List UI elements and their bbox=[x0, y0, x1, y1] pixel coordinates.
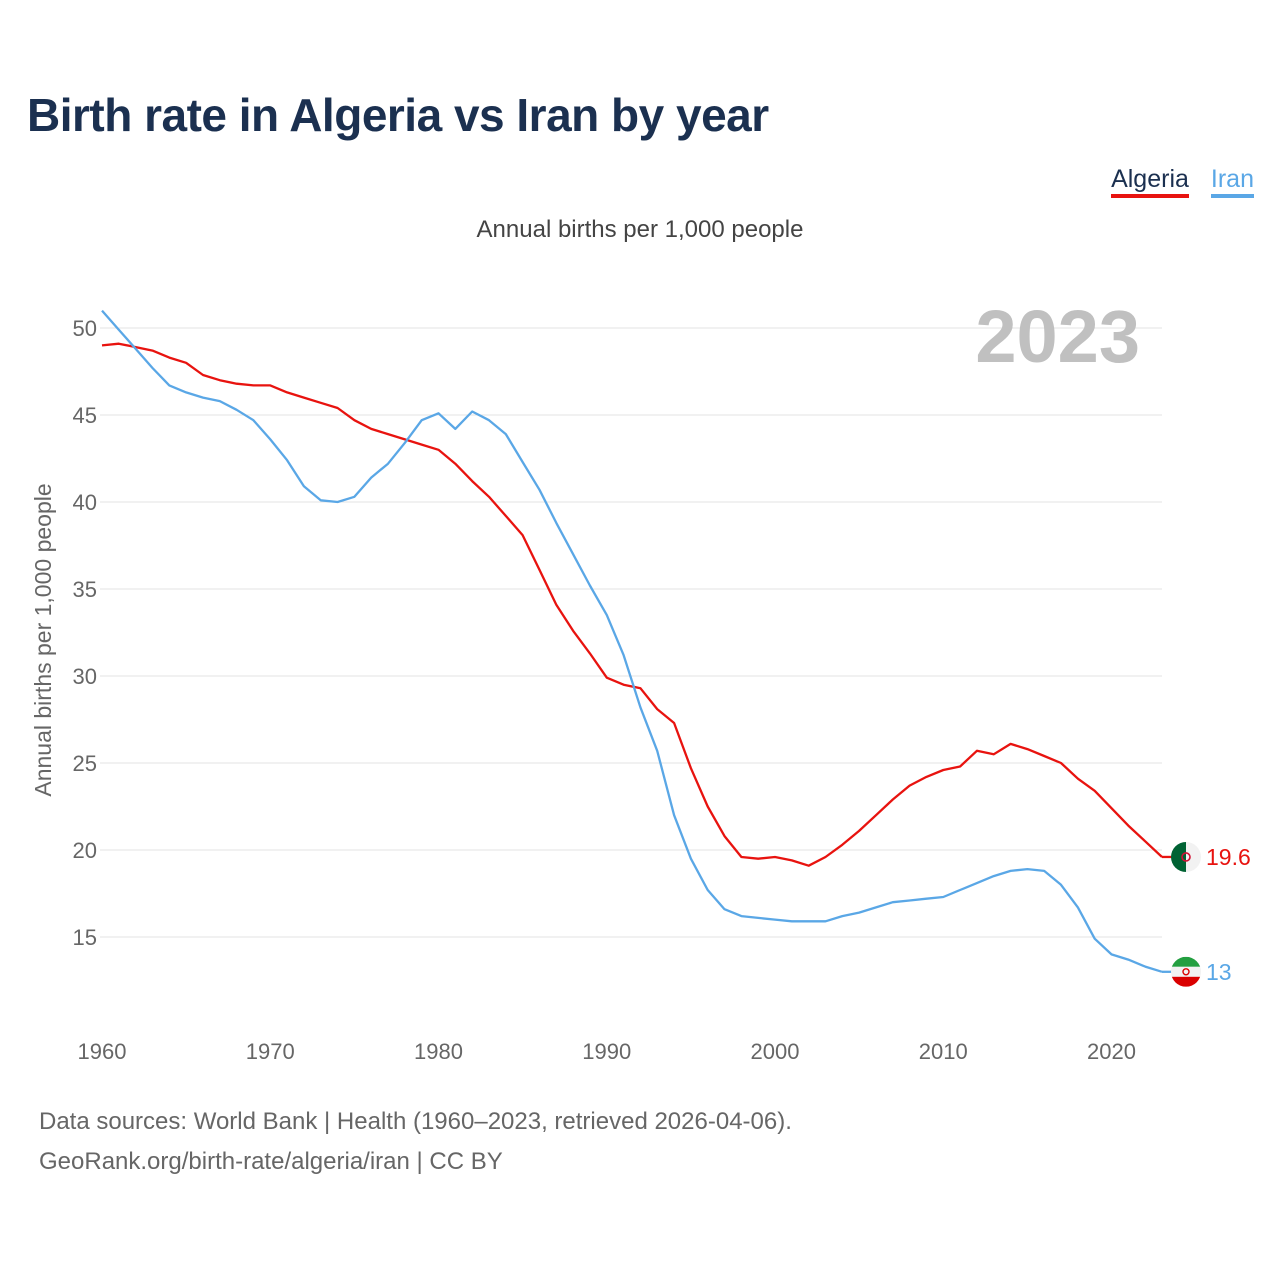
footer-attribution: GeoRank.org/birth-rate/algeria/iran | CC… bbox=[39, 1148, 503, 1175]
legend-item-iran[interactable]: Iran bbox=[1210, 166, 1254, 199]
end-value-label-algeria: 19.6 bbox=[1206, 844, 1251, 870]
legend-item-algeria[interactable]: Algeria bbox=[1111, 166, 1189, 199]
flag-icon-iran bbox=[1171, 956, 1201, 987]
y-tick-label: 15 bbox=[73, 925, 97, 950]
y-tick-label: 40 bbox=[73, 490, 97, 515]
y-axis-ticks: 15 20 25 30 35 40 45 50 bbox=[73, 316, 97, 950]
grid-lines bbox=[100, 327, 1162, 938]
y-tick-label: 50 bbox=[73, 316, 97, 341]
x-tick-label: 2010 bbox=[919, 1039, 968, 1064]
end-value-label-iran: 13 bbox=[1206, 959, 1232, 985]
x-tick-label: 2000 bbox=[751, 1039, 800, 1064]
y-tick-label: 25 bbox=[73, 751, 97, 776]
chart-subtitle: Annual births per 1,000 people bbox=[476, 216, 804, 243]
y-tick-label: 20 bbox=[73, 838, 97, 863]
y-tick-label: 35 bbox=[73, 577, 97, 602]
x-tick-label: 2020 bbox=[1087, 1039, 1136, 1064]
x-tick-label: 1970 bbox=[246, 1039, 295, 1064]
year-watermark: 2023 bbox=[975, 295, 1140, 378]
x-axis-ticks: 1960 1970 1980 1990 2000 2010 2020 bbox=[78, 1039, 1136, 1064]
x-tick-label: 1990 bbox=[582, 1039, 631, 1064]
y-tick-label: 45 bbox=[73, 403, 97, 428]
series-endpoints: 19.6 13 bbox=[1162, 841, 1251, 987]
x-tick-label: 1960 bbox=[78, 1039, 127, 1064]
footer-sources: Data sources: World Bank | Health (1960–… bbox=[39, 1108, 792, 1135]
series-line-iran[interactable] bbox=[101, 309, 1163, 973]
series-lines bbox=[101, 309, 1163, 973]
y-axis-label: Annual births per 1,000 people bbox=[30, 483, 56, 796]
legend: Algeria Iran bbox=[1111, 166, 1254, 199]
series-line-algeria[interactable] bbox=[101, 342, 1163, 867]
y-tick-label: 30 bbox=[73, 664, 97, 689]
x-tick-label: 1980 bbox=[414, 1039, 463, 1064]
chart-title: Birth rate in Algeria vs Iran by year bbox=[27, 89, 769, 141]
flag-icon-algeria bbox=[1171, 841, 1201, 872]
